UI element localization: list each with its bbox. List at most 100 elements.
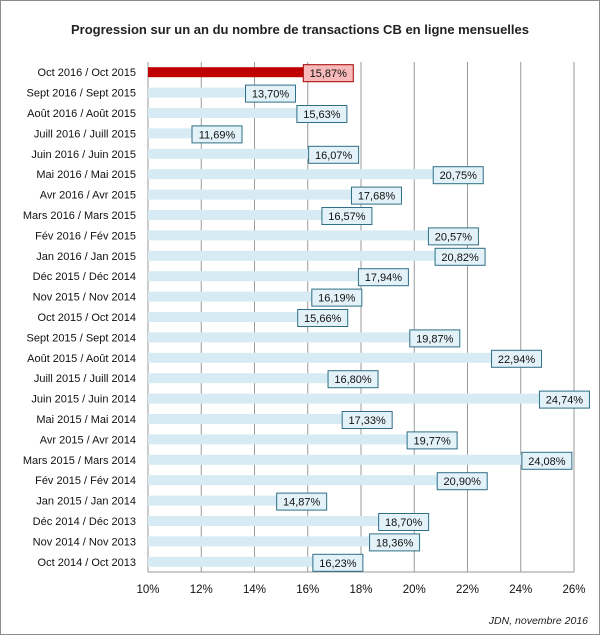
value-label: 16,19%: [318, 293, 356, 305]
value-label-box: [311, 288, 363, 307]
value-label-box: [357, 268, 409, 287]
category-label: Fév 2016 / Fév 2015: [35, 230, 136, 242]
bar: [148, 536, 371, 547]
x-tick-label: 22%: [456, 584, 479, 596]
category-label: Mars 2016 / Mars 2015: [23, 210, 136, 222]
value-label-box: [302, 64, 354, 83]
category-label: Juill 2015 / Juill 2014: [34, 373, 136, 385]
category-label: Sept 2016 / Sept 2015: [27, 88, 136, 100]
bar: [148, 210, 323, 220]
value-label: 16,57%: [328, 211, 366, 223]
bar: [148, 516, 380, 526]
category-label: Jan 2015 / Jan 2014: [36, 496, 136, 508]
bar: [148, 454, 523, 465]
value-label: 16,80%: [334, 374, 372, 386]
bar: [148, 352, 493, 363]
x-tick-label: 12%: [190, 584, 213, 596]
value-label-box: [308, 145, 360, 164]
category-label: Mai 2015 / Mai 2014: [36, 414, 136, 426]
value-label-box: [369, 533, 421, 552]
bar: [148, 291, 313, 302]
value-label-box: [350, 186, 402, 205]
category-label: Mars 2015 / Mars 2014: [23, 455, 136, 467]
bar: [148, 312, 299, 322]
bar: [148, 148, 310, 159]
value-label-box: [276, 492, 328, 511]
chart-title: Progression sur un an du nombre de trans…: [71, 22, 529, 37]
category-label: Oct 2015 / Oct 2014: [38, 312, 136, 324]
value-label: 16,07%: [315, 150, 353, 162]
value-label: 13,70%: [252, 89, 290, 101]
category-label: Jan 2016 / Jan 2015: [36, 251, 136, 263]
value-label: 20,82%: [441, 252, 479, 264]
value-label: 22,94%: [498, 354, 536, 366]
bar: [148, 434, 409, 445]
bar: [148, 495, 278, 506]
category-label: Nov 2015 / Nov 2014: [33, 292, 136, 304]
category-label: Mai 2016 / Mai 2015: [36, 169, 136, 181]
category-label: Avr 2015 / Avr 2014: [40, 434, 136, 446]
value-label: 15,66%: [304, 313, 342, 325]
value-label-box: [312, 553, 364, 572]
value-label-box: [245, 84, 297, 103]
value-label: 20,75%: [440, 170, 478, 182]
x-tick-label: 26%: [562, 584, 585, 596]
x-tick-label: 20%: [403, 584, 426, 596]
bar: [148, 230, 430, 241]
value-label: 15,63%: [303, 109, 341, 121]
bar: [148, 393, 541, 404]
value-label: 20,57%: [435, 231, 473, 243]
category-label: Août 2015 / Août 2014: [27, 353, 136, 365]
bar: [148, 87, 247, 98]
x-tick-labels: 10% 12% 14% 16% 18% 20% 22% 24% 26%: [136, 584, 585, 596]
value-label: 14,87%: [283, 497, 321, 509]
value-label-box: [321, 207, 373, 225]
bar: [148, 414, 344, 424]
value-label: 20,90%: [444, 476, 482, 488]
value-label-box: [427, 227, 479, 246]
value-label: 17,33%: [349, 415, 387, 427]
category-label: Juill 2016 / Juill 2015: [34, 128, 136, 140]
source-note: JDN, novembre 2016: [488, 615, 588, 627]
value-label: 24,74%: [546, 395, 584, 407]
value-label-box: [538, 390, 590, 409]
bar: [148, 128, 193, 139]
value-label: 16,23%: [319, 558, 357, 570]
x-tick-label: 16%: [296, 584, 319, 596]
value-label: 18,36%: [376, 537, 414, 549]
value-label: 17,94%: [365, 272, 403, 284]
value-label: 17,68%: [358, 191, 396, 203]
x-tick-label: 14%: [243, 584, 266, 596]
bar: [148, 108, 298, 118]
category-label: Déc 2015 / Déc 2014: [33, 271, 136, 283]
x-tick-label: 24%: [509, 584, 532, 596]
bars: [148, 67, 541, 567]
value-labels: 15,87% 13,70% 15,63% 11,69% 16,07% 20,75% 17,6…: [191, 64, 590, 572]
x-tick-label: 18%: [349, 584, 372, 596]
category-label: Août 2016 / Août 2015: [27, 108, 136, 120]
x-tick-label: 10%: [136, 584, 159, 596]
bar: [148, 475, 439, 486]
value-label: 18,70%: [385, 517, 423, 529]
value-label-box: [521, 451, 573, 470]
category-label: Nov 2014 / Nov 2013: [33, 536, 136, 548]
value-label-box: [341, 411, 393, 429]
value-label-box: [297, 309, 349, 327]
bar: [148, 67, 305, 78]
value-label-box: [406, 431, 458, 450]
bar: [148, 556, 314, 567]
value-label-box: [296, 105, 348, 123]
bar: [148, 250, 437, 261]
value-label-box: [327, 370, 379, 389]
category-label: Avr 2016 / Avr 2015: [40, 190, 136, 202]
value-label: 19,87%: [416, 333, 454, 345]
category-labels: Oct 2016 / Oct 2015 Sept 2016 / Sept 2015…: [23, 67, 136, 569]
bar: [148, 332, 411, 343]
value-label-box: [378, 513, 430, 531]
bar: [148, 373, 330, 384]
bar: [148, 169, 435, 180]
bar: [148, 189, 353, 200]
category-label: Fév 2015 / Fév 2014: [35, 475, 136, 487]
value-label-box: [436, 472, 488, 491]
